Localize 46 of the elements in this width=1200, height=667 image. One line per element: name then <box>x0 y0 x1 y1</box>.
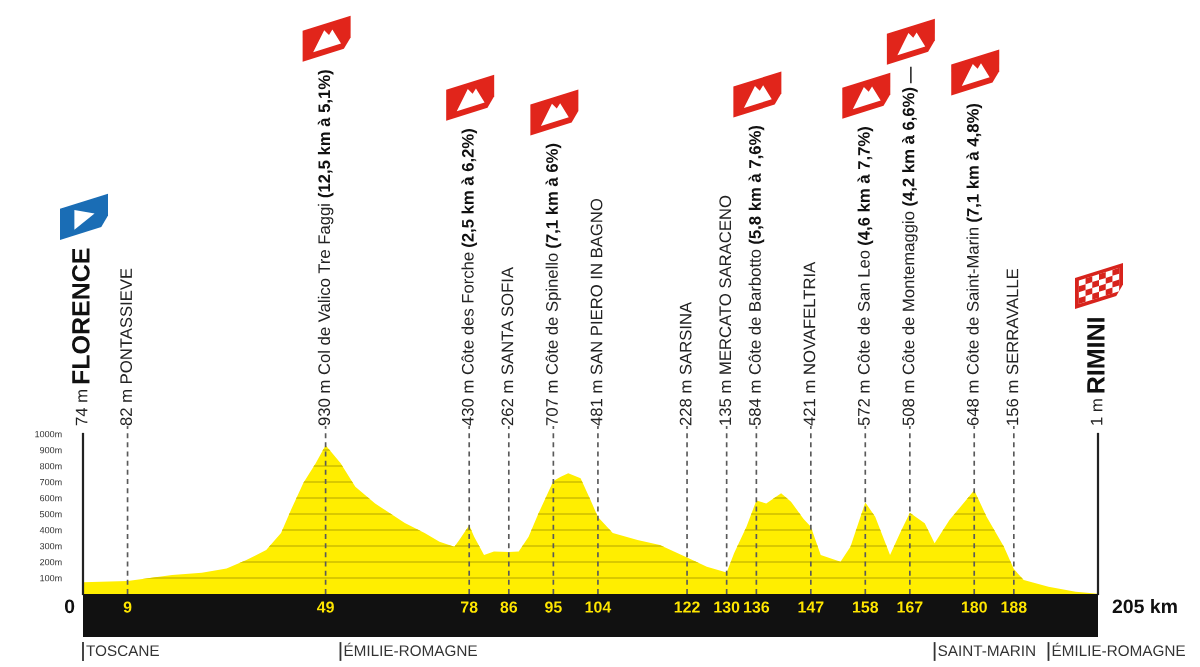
annotation: 0 <box>64 599 75 614</box>
x-tick-label: 9 <box>123 601 132 613</box>
ref-line-label: 82 m PONTASSIEVE <box>120 268 133 426</box>
ref-line-label: 228 m SARSINA <box>679 301 692 426</box>
ref-line-label: 930 m Col de Valico Tre Faggi (12,5 km à 5,1%) <box>317 70 334 426</box>
x-tick-label: 95 <box>545 601 562 613</box>
ref-line-label: 707 m Côte de Spinello (7,1 km à 6%) <box>545 143 562 426</box>
x-tick-label: 136 <box>744 601 770 613</box>
ref-line-label: SAINT-MARIN <box>938 645 1035 657</box>
y-tick-label: 400m <box>39 526 62 534</box>
y-tick-label: 200m <box>40 558 62 566</box>
x-tick-label: 130 <box>714 601 740 613</box>
text: 1 m RIMINI <box>1087 318 1105 425</box>
ref-line-label: 421 m NOVAFELTRIA <box>803 261 816 426</box>
y-tick-label: 300m <box>39 542 62 550</box>
ref-line-label: TOSCANE <box>86 645 159 657</box>
x-tick-label: 188 <box>1001 601 1027 613</box>
y-tick-label: 700m <box>40 478 62 486</box>
y-tick-label: 600m <box>40 494 62 502</box>
y-tick-label: 100m <box>40 574 62 582</box>
x-tick-label: 104 <box>585 601 612 613</box>
ref-line-label: 481 m SAN PIERO IN BAGNO <box>590 198 603 426</box>
x-tick-label: 49 <box>316 601 334 613</box>
x-tick-label: 147 <box>798 601 824 613</box>
x-tick-label: 86 <box>500 601 518 613</box>
y-tick-label: 500m <box>39 510 62 518</box>
ref-line-label: 135 m MERCATO SARACENO <box>719 195 732 425</box>
x-tick-label: 122 <box>674 601 700 613</box>
ref-line-label: 584 m Côte de Barbotto (5,8 km à 7,6%) <box>748 125 765 426</box>
y-tick-label: 900m <box>40 446 62 454</box>
y-tick-label: 800m <box>39 462 62 470</box>
y-tick-label: 1000m <box>35 430 62 438</box>
x-tick-label: 158 <box>852 601 879 613</box>
annotation: 205 km <box>1112 598 1177 614</box>
ref-line-label: 508 m Côte de Montemaggio (4,2 km à 6,6%) <box>902 87 918 426</box>
ref-line-label: 572 m Côte de San Leo (4,6 km à 7,7%) <box>857 127 874 426</box>
ref-line-label: 430 m Côte des Forche (2,5 km à 6,2%) <box>461 129 478 426</box>
ref-line-label: ÉMILIE-ROMAGNE <box>344 642 477 657</box>
ref-line-label: 648 m Côte de Saint-Marin (7,1 km à 4,8%) <box>966 103 983 426</box>
ref-line-label: ÉMILIE-ROMAGNE <box>1052 642 1185 657</box>
x-tick-label: 167 <box>897 601 923 613</box>
ref-line-label: 156 m SERRAVALLE <box>1006 268 1019 425</box>
ref-line-label: 262 m SANTA SOFIA <box>501 267 514 426</box>
text: 74 m FLORENCE <box>72 248 90 426</box>
x-tick-label: 78 <box>461 601 478 613</box>
x-tick-label: 180 <box>961 601 987 613</box>
